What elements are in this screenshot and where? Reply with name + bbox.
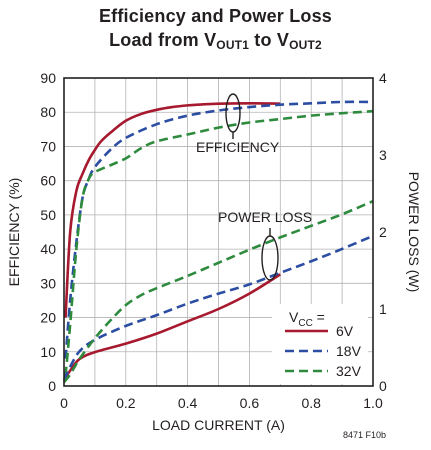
x-tick-label: 0.2	[116, 395, 136, 411]
y-right-tick-label: 4	[379, 70, 387, 86]
plot-frame	[63, 77, 374, 387]
y-axis-right-label: POWER LOSS (W)	[406, 172, 422, 293]
legend-title-prefix: V	[289, 309, 299, 325]
series-power-loss-6v	[62, 273, 281, 381]
legend: VCC = 6V 18V 32V	[272, 304, 368, 384]
x-tick-label: 0.4	[178, 395, 198, 411]
chart-title-line2: Load from VOUT1 to VOUT2	[0, 30, 431, 52]
chart-title-line1: Efficiency and Power Loss	[98, 6, 333, 26]
y-axis-left-label: EFFICIENCY (%)	[6, 178, 22, 287]
y-right-tick-label: 2	[379, 224, 387, 240]
series-lines	[62, 100, 374, 383]
series-power-loss-18v	[62, 234, 374, 381]
y-left-tick-label: 40	[40, 241, 56, 257]
y-left-tick-label: 10	[40, 344, 56, 360]
title-mid: to V	[249, 30, 290, 50]
title-sub1: OUT1	[216, 38, 250, 52]
series-efficiency-32v	[64, 109, 374, 376]
annotation-power-loss: POWER LOSS	[218, 209, 312, 225]
legend-label-18v: 18V	[336, 343, 362, 359]
x-tick-label: 0.8	[301, 395, 321, 411]
title-prefix: Load from V	[109, 30, 217, 50]
y-right-tick-label: 3	[379, 147, 387, 163]
legend-label-6v: 6V	[336, 323, 354, 339]
y-left-tick-label: 80	[40, 104, 56, 120]
y-left-tick-label: 20	[40, 310, 56, 326]
legend-title-suffix: =	[313, 309, 325, 325]
y-left-tick-label: 30	[40, 275, 56, 291]
x-tick-label: 0.6	[240, 395, 260, 411]
legend-title-sub: CC	[298, 318, 312, 329]
y-left-tick-label: 90	[40, 70, 56, 86]
y-left-tick-label: 0	[48, 378, 56, 394]
annotation-efficiency: EFFICIENCY	[196, 139, 280, 155]
series-power-loss-32v	[62, 200, 374, 383]
title-sub2: OUT2	[289, 38, 322, 52]
series-efficiency-6v	[64, 102, 281, 318]
legend-title: VCC =	[289, 309, 325, 329]
y-right-tick-label: 0	[379, 378, 387, 394]
x-tick-label: 1.0	[363, 395, 383, 411]
figure-id: 8471 F10b	[343, 430, 386, 440]
legend-items: 6V 18V 32V	[285, 323, 362, 379]
y-left-tick-label: 60	[40, 173, 56, 189]
y-left-tick-label: 50	[40, 207, 56, 223]
legend-label-32v: 32V	[336, 363, 362, 379]
x-axis-label: LOAD CURRENT (A)	[152, 417, 285, 433]
x-tick-label: 0	[60, 395, 68, 411]
y-right-tick-label: 1	[379, 301, 387, 317]
y-left-tick-label: 70	[40, 138, 56, 154]
